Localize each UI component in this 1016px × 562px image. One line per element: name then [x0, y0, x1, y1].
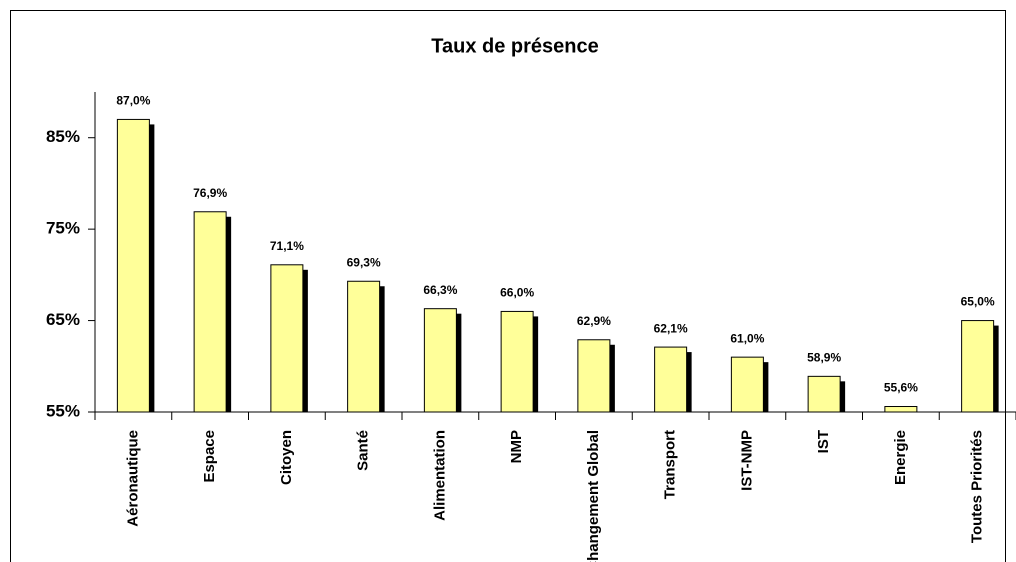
x-tick-label: NMP [508, 430, 525, 463]
x-tick-label: Alimentation [431, 430, 448, 521]
x-tick-label: Transport [662, 430, 679, 499]
bar [500, 310, 534, 413]
value-label: 62,9% [577, 314, 611, 328]
value-label: 71,1% [270, 239, 304, 253]
x-tick-label: Citoyen [278, 430, 295, 485]
chart-frame [10, 10, 1006, 562]
bar [347, 280, 381, 413]
value-label: 61,0% [730, 331, 764, 345]
bar [577, 339, 611, 413]
x-tick-label: Changement Global [585, 430, 602, 562]
value-label: 55,6% [884, 381, 918, 395]
y-tick-label: 85% [46, 127, 80, 146]
y-tick-label: 65% [46, 310, 80, 329]
bar [730, 356, 764, 413]
value-label: 76,9% [193, 186, 227, 200]
bar [193, 211, 227, 413]
chart-title: Taux de présence [431, 35, 598, 57]
bar [116, 118, 150, 413]
bar [423, 308, 457, 413]
x-tick-label: Aéronautique [124, 430, 141, 527]
bar [807, 375, 841, 413]
x-tick-label: IST-NMP [738, 430, 755, 491]
value-label: 66,0% [500, 286, 534, 300]
x-tick-label: Toutes Priorités [969, 430, 986, 543]
bar [270, 264, 304, 413]
y-tick-label: 55% [46, 401, 80, 420]
y-tick-label: 75% [46, 219, 80, 238]
x-tick-label: IST [815, 430, 832, 453]
value-label: 65,0% [961, 295, 995, 309]
value-label: 66,3% [423, 283, 457, 297]
value-label: 69,3% [347, 255, 381, 269]
bar [884, 406, 918, 413]
bar [654, 346, 688, 413]
value-label: 87,0% [116, 94, 150, 108]
x-tick-label: Espace [201, 430, 218, 483]
bar [961, 320, 995, 413]
x-tick-label: Energie [892, 430, 909, 485]
value-label: 58,9% [807, 351, 841, 365]
x-tick-label: Santé [355, 430, 372, 471]
value-label: 62,1% [654, 321, 688, 335]
